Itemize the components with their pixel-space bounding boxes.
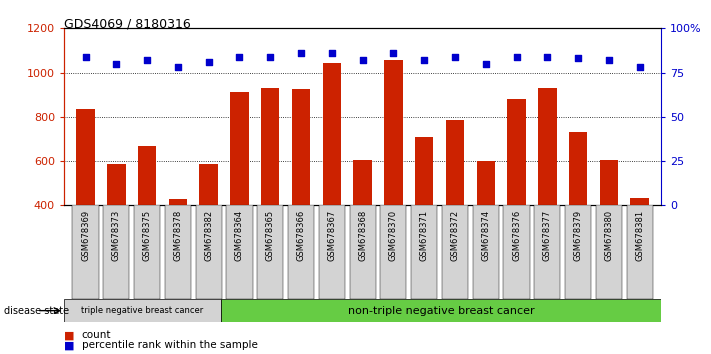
Point <box>111 61 122 67</box>
Text: GSM678378: GSM678378 <box>173 210 183 261</box>
Text: percentile rank within the sample: percentile rank within the sample <box>82 340 257 350</box>
Bar <box>261 88 279 294</box>
Point <box>603 57 614 63</box>
FancyBboxPatch shape <box>319 205 345 299</box>
Point <box>387 50 399 56</box>
Bar <box>476 161 495 294</box>
FancyBboxPatch shape <box>226 205 252 299</box>
Point <box>203 59 215 65</box>
Point <box>419 57 430 63</box>
Point <box>449 54 461 59</box>
Bar <box>107 164 126 294</box>
Text: GSM678375: GSM678375 <box>143 210 151 261</box>
Bar <box>76 109 95 294</box>
FancyBboxPatch shape <box>626 205 653 299</box>
FancyBboxPatch shape <box>288 205 314 299</box>
Text: GSM678365: GSM678365 <box>266 210 274 261</box>
Text: GSM678381: GSM678381 <box>635 210 644 261</box>
Bar <box>200 164 218 294</box>
FancyBboxPatch shape <box>73 205 99 299</box>
FancyBboxPatch shape <box>596 205 622 299</box>
FancyBboxPatch shape <box>165 205 191 299</box>
Point <box>80 54 91 59</box>
Bar <box>292 89 310 294</box>
Bar <box>631 198 649 294</box>
Text: GSM678370: GSM678370 <box>389 210 398 261</box>
FancyBboxPatch shape <box>473 205 499 299</box>
Point <box>234 54 245 59</box>
FancyBboxPatch shape <box>534 205 560 299</box>
Bar <box>384 61 402 294</box>
Bar <box>446 120 464 294</box>
Bar <box>169 199 187 294</box>
Bar <box>230 92 249 294</box>
Text: GSM678376: GSM678376 <box>512 210 521 261</box>
Bar <box>323 63 341 294</box>
Point <box>264 54 276 59</box>
Text: triple negative breast cancer: triple negative breast cancer <box>82 306 203 315</box>
FancyBboxPatch shape <box>103 205 129 299</box>
Text: non-triple negative breast cancer: non-triple negative breast cancer <box>348 306 535 316</box>
FancyBboxPatch shape <box>411 205 437 299</box>
Text: GSM678379: GSM678379 <box>574 210 582 261</box>
Point <box>141 57 153 63</box>
Point <box>326 50 338 56</box>
Bar <box>353 160 372 294</box>
Point <box>295 50 306 56</box>
Text: GSM678373: GSM678373 <box>112 210 121 261</box>
Text: GSM678382: GSM678382 <box>204 210 213 261</box>
Text: GSM678369: GSM678369 <box>81 210 90 261</box>
Point <box>542 54 553 59</box>
FancyBboxPatch shape <box>257 205 284 299</box>
Text: GSM678380: GSM678380 <box>604 210 614 261</box>
Text: GSM678366: GSM678366 <box>296 210 306 261</box>
FancyBboxPatch shape <box>134 205 160 299</box>
Bar <box>569 132 587 294</box>
Text: disease state: disease state <box>4 306 69 316</box>
FancyBboxPatch shape <box>380 205 407 299</box>
FancyBboxPatch shape <box>350 205 375 299</box>
Text: ■: ■ <box>64 340 75 350</box>
FancyBboxPatch shape <box>565 205 591 299</box>
Text: GSM678374: GSM678374 <box>481 210 491 261</box>
FancyBboxPatch shape <box>221 299 661 322</box>
Point <box>634 64 646 70</box>
Bar <box>138 145 156 294</box>
Text: GSM678364: GSM678364 <box>235 210 244 261</box>
Text: count: count <box>82 330 111 340</box>
Text: GSM678377: GSM678377 <box>542 210 552 261</box>
Point <box>172 64 183 70</box>
Point <box>572 56 584 61</box>
Point <box>480 61 491 67</box>
Point <box>357 57 368 63</box>
Text: ■: ■ <box>64 330 75 340</box>
FancyBboxPatch shape <box>442 205 468 299</box>
FancyBboxPatch shape <box>503 205 530 299</box>
FancyBboxPatch shape <box>196 205 222 299</box>
Bar <box>508 99 525 294</box>
Text: GSM678368: GSM678368 <box>358 210 367 261</box>
Bar <box>538 88 557 294</box>
Bar <box>599 160 618 294</box>
Bar <box>415 137 434 294</box>
Text: GDS4069 / 8180316: GDS4069 / 8180316 <box>64 18 191 31</box>
Point <box>510 54 522 59</box>
Text: GSM678367: GSM678367 <box>327 210 336 261</box>
FancyBboxPatch shape <box>64 299 221 322</box>
Text: GSM678371: GSM678371 <box>419 210 429 261</box>
Text: GSM678372: GSM678372 <box>451 210 459 261</box>
